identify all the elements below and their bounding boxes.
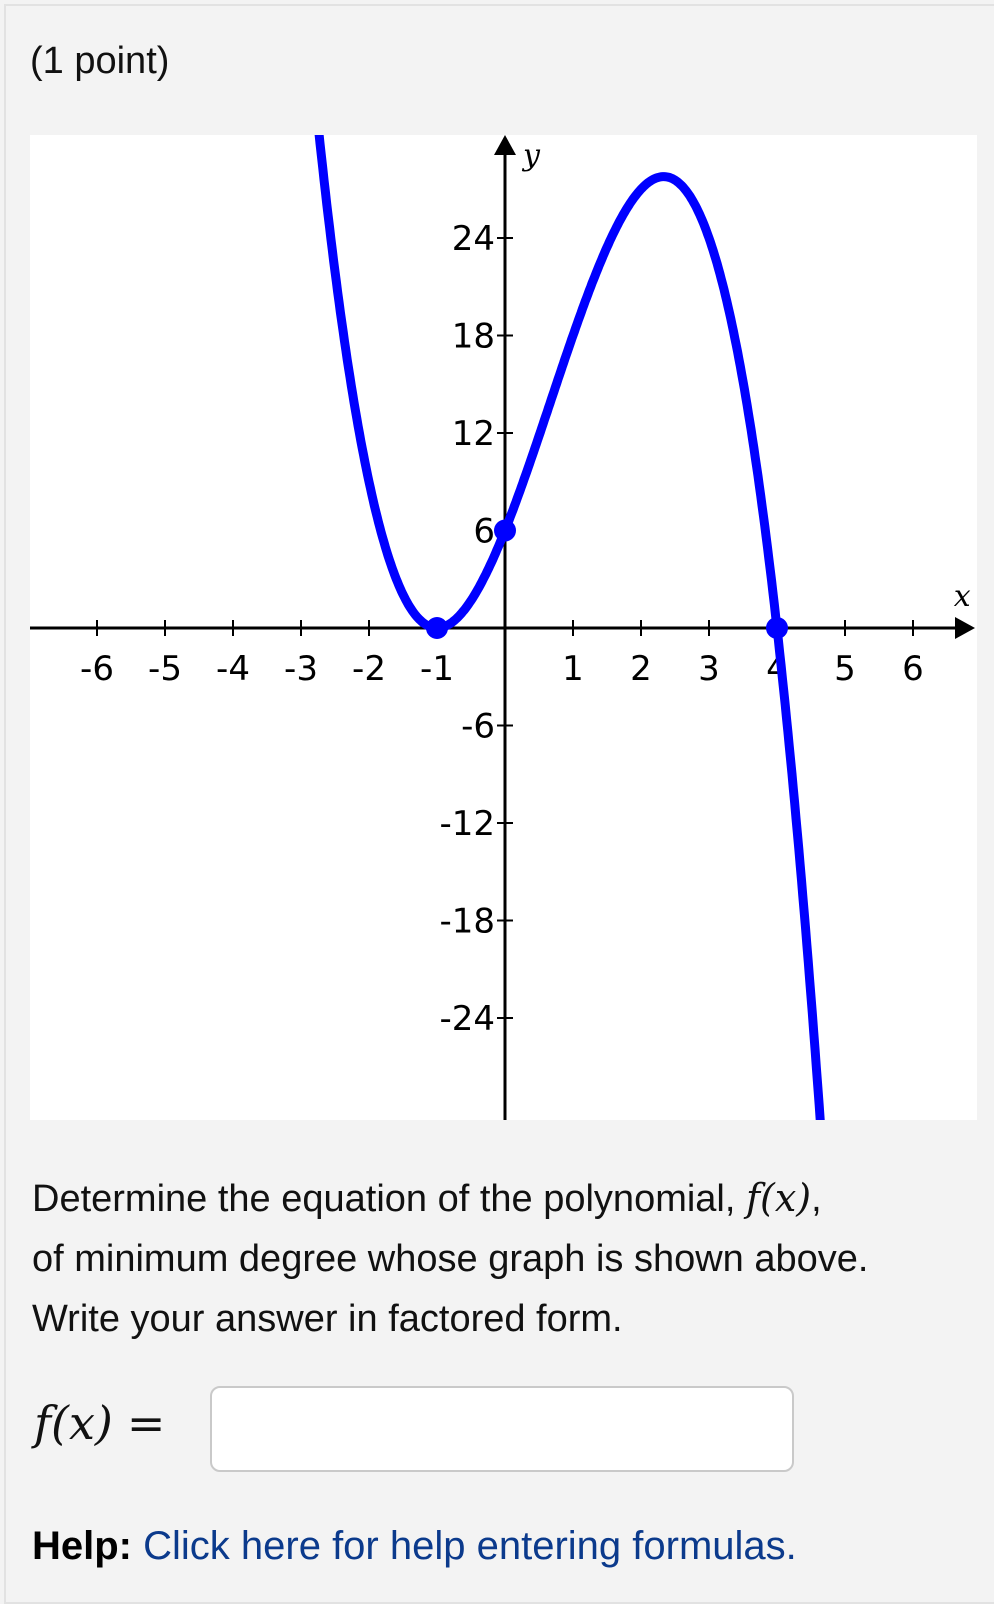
marked-point xyxy=(494,519,516,542)
function-notation: f(x) xyxy=(745,1176,812,1220)
question-comma: , xyxy=(811,1178,822,1220)
y-tick-label: -6 xyxy=(461,707,495,747)
x-axis-arrow xyxy=(955,617,975,639)
answer-input[interactable] xyxy=(210,1386,794,1472)
answer-function-label: f(x) xyxy=(34,1396,113,1450)
help-formulas-link[interactable]: Click here for help entering formulas. xyxy=(143,1524,797,1568)
x-tick-label: 3 xyxy=(698,649,720,689)
x-tick-label: 2 xyxy=(630,649,652,689)
y-axis-label: y xyxy=(521,138,541,173)
help-line: Help: Click here for help entering formu… xyxy=(32,1524,797,1569)
x-tick-label: 1 xyxy=(562,649,584,689)
y-tick-label: 6 xyxy=(473,512,495,552)
y-tick-label: -18 xyxy=(439,902,495,942)
x-axis-label: x xyxy=(954,579,971,614)
question-line-3: Write your answer in factored form. xyxy=(32,1298,623,1340)
answer-label: f(x) = xyxy=(34,1396,165,1450)
y-axis-arrow xyxy=(494,135,516,155)
question-text: Determine the equation of the polynomial… xyxy=(32,1168,982,1349)
y-tick-label: -12 xyxy=(439,804,495,844)
x-tick-label: 5 xyxy=(834,649,856,689)
question-line-1: Determine the equation of the polynomial… xyxy=(32,1178,746,1220)
y-tick-label: 18 xyxy=(452,317,495,357)
x-tick-label: -3 xyxy=(284,649,318,689)
x-tick-label: -1 xyxy=(420,649,454,689)
x-tick-label: 6 xyxy=(902,649,924,689)
y-tick-label: -24 xyxy=(439,999,495,1039)
help-label: Help: xyxy=(32,1524,132,1568)
x-tick-label: -5 xyxy=(148,649,182,689)
marked-point xyxy=(766,617,788,639)
question-line-2: of minimum degree whose graph is shown a… xyxy=(32,1238,869,1280)
marked-point xyxy=(426,617,448,639)
x-tick-label: -2 xyxy=(352,649,386,689)
x-tick-label: -4 xyxy=(216,649,250,689)
y-tick-label: 24 xyxy=(452,219,495,259)
y-tick-label: 12 xyxy=(452,414,495,454)
x-tick-label: -6 xyxy=(80,649,114,689)
points-label: (1 point) xyxy=(30,40,170,82)
polynomial-curve xyxy=(314,135,825,1120)
polynomial-graph: x y -6 -5 -4 -3 -2 -1 1 2 3 4 5 6 -24 -18 -12 -6 6 12 18 24 xyxy=(30,135,977,1120)
equals-sign: = xyxy=(126,1396,166,1450)
